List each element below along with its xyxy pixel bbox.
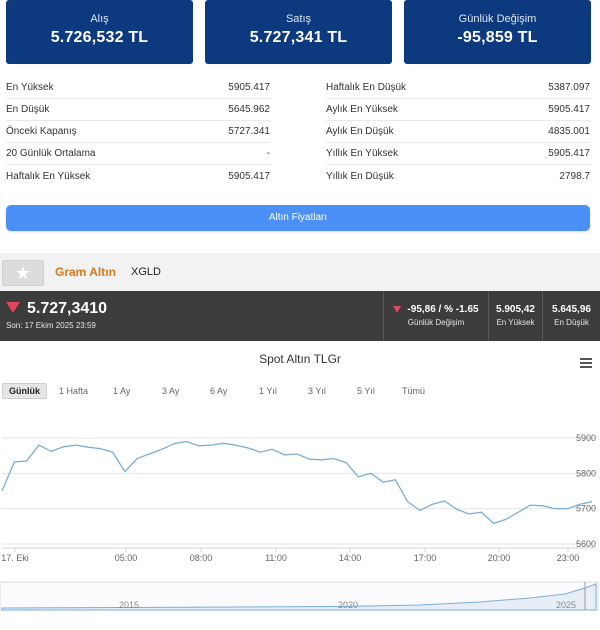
quote-bar: 5.727,3410 Son: 17 Ekim 2025 23:59 -95,8… bbox=[0, 291, 600, 341]
favorite-button[interactable]: ★ bbox=[2, 260, 44, 286]
stat-label: Aylık En Düşük bbox=[326, 126, 394, 137]
stat-row: Yıllık En Yüksek 5905.417 bbox=[326, 143, 590, 165]
range-3-month-button[interactable]: 3 Ay bbox=[162, 386, 180, 396]
stat-value: 5905.417 bbox=[548, 148, 590, 159]
stat-row: Aylık En Yüksek 5905.417 bbox=[326, 99, 590, 121]
y-tick-label: 5600 bbox=[576, 539, 596, 549]
daily-change-cell: -95,86 / % -1.65 Günlük Değişim bbox=[383, 291, 488, 341]
stat-label: En Yüksek bbox=[6, 82, 54, 93]
x-tick-label: 11:00 bbox=[265, 553, 287, 563]
stat-row: Haftalık En Yüksek 5905.417 bbox=[6, 165, 270, 187]
stat-value: 5387.097 bbox=[548, 82, 590, 93]
price-line-chart: 5900 5800 5700 5600 17. Eki 05:00 08:00 11:00 14… bbox=[1, 433, 596, 563]
sell-label: Satış bbox=[285, 13, 312, 25]
x-tick-label: 08:00 bbox=[190, 553, 213, 563]
range-all-button[interactable]: Tümü bbox=[402, 386, 426, 396]
price-cards: Alış 5.726,532 TL Satış 5.727,341 TL Gün… bbox=[6, 0, 592, 64]
stat-row: 20 Günlük Ortalama - bbox=[6, 143, 270, 165]
y-tick-label: 5700 bbox=[576, 504, 596, 514]
stat-label: Önceki Kapanış bbox=[6, 126, 77, 137]
navigator-area bbox=[1, 583, 597, 611]
day-high-label: En Yüksek bbox=[496, 318, 535, 327]
stats-right-column: Haftalık En Düşük 5387.097 Aylık En Yükse… bbox=[326, 77, 590, 187]
buy-label: Alış bbox=[90, 13, 109, 25]
chart-navigator[interactable]: 2015 2020 2025 bbox=[0, 580, 600, 616]
stats-table: En Yüksek 5905.417 En Düşük 5645.962 Öncek… bbox=[6, 77, 592, 189]
daily-change-card: Günlük Değişim -95,859 TL bbox=[404, 0, 591, 64]
range-1-week-button[interactable]: 1 Hafta bbox=[59, 386, 89, 396]
stat-value: 4835.001 bbox=[548, 126, 590, 137]
stat-label: 20 Günlük Ortalama bbox=[6, 148, 96, 159]
stat-label: En Düşük bbox=[6, 104, 50, 115]
navigator-year-label: 2020 bbox=[338, 600, 358, 610]
day-high-cell: 5.905,42 En Yüksek bbox=[488, 291, 542, 341]
stat-row: En Yüksek 5905.417 bbox=[6, 77, 270, 99]
star-icon: ★ bbox=[14, 263, 32, 283]
x-tick-label: 17:00 bbox=[414, 553, 437, 563]
stat-value: 5905.417 bbox=[228, 82, 270, 93]
y-tick-label: 5800 bbox=[576, 468, 596, 478]
range-1-year-button[interactable]: 1 Yıl bbox=[259, 386, 277, 396]
navigator-year-label: 2025 bbox=[556, 600, 576, 610]
x-tick-label: 14:00 bbox=[339, 553, 362, 563]
range-1-month-button[interactable]: 1 Ay bbox=[113, 386, 131, 396]
range-5-year-button[interactable]: 5 Yıl bbox=[357, 386, 375, 396]
instrument-header: ★ Gram Altın XGLD bbox=[0, 253, 600, 291]
last-update-time: Son: 17 Ekim 2025 23:59 bbox=[6, 321, 96, 330]
chart-title: Spot Altın TLGr bbox=[259, 352, 341, 366]
stat-row: Aylık En Düşük 4835.001 bbox=[326, 121, 590, 143]
day-low-value: 5.645,96 bbox=[552, 304, 591, 315]
stat-value: - bbox=[266, 148, 270, 159]
hamburger-menu-icon[interactable] bbox=[580, 358, 592, 368]
stat-value: 5905.417 bbox=[228, 170, 270, 182]
stat-label: Haftalık En Düşük bbox=[326, 82, 407, 93]
x-tick-label: 05:00 bbox=[115, 553, 138, 563]
buy-value: 5.726,532 TL bbox=[50, 29, 149, 46]
stat-row: Yıllık En Düşük 2798.7 bbox=[326, 165, 590, 187]
daily-change-value: -95,859 TL bbox=[457, 29, 538, 46]
stat-label: Aylık En Yüksek bbox=[326, 104, 398, 115]
sell-price-card: Satış 5.727,341 TL bbox=[205, 0, 392, 64]
gold-prices-button[interactable]: Altın Fiyatları bbox=[6, 205, 590, 231]
stat-value: 5645.962 bbox=[228, 104, 270, 115]
range-daily-button[interactable]: Günlük bbox=[2, 383, 47, 399]
day-low-label: En Düşük bbox=[554, 318, 589, 327]
x-tick-label: 17. Eki bbox=[1, 553, 29, 563]
navigator-frame bbox=[0, 581, 599, 611]
daily-change-label: Günlük Değişim bbox=[458, 13, 537, 25]
stat-value: 2798.7 bbox=[559, 170, 590, 182]
stat-value: 5905.417 bbox=[548, 104, 590, 115]
down-arrow-icon bbox=[6, 302, 20, 313]
daily-change-value: -95,86 / % -1.65 bbox=[407, 304, 479, 315]
navigator-year-label: 2015 bbox=[119, 600, 139, 610]
stat-row: Önceki Kapanış 5727.341 bbox=[6, 121, 270, 143]
y-tick-label: 5900 bbox=[576, 433, 596, 443]
stat-row: Haftalık En Düşük 5387.097 bbox=[326, 77, 590, 99]
stat-row: En Düşük 5645.962 bbox=[6, 99, 270, 121]
x-tick-label: 20:00 bbox=[488, 553, 511, 563]
range-3-year-button[interactable]: 3 Yıl bbox=[308, 386, 326, 396]
instrument-name: Gram Altın bbox=[55, 265, 116, 279]
down-triangle-icon bbox=[393, 305, 402, 313]
price-series-line bbox=[1, 440, 593, 525]
stat-label: Yıllık En Düşük bbox=[326, 170, 394, 182]
last-price: 5.727,3410 bbox=[27, 300, 108, 317]
stat-label: Haftalık En Yüksek bbox=[6, 170, 91, 182]
day-high-value: 5.905,42 bbox=[496, 304, 535, 315]
stats-left-column: En Yüksek 5905.417 En Düşük 5645.962 Öncek… bbox=[6, 77, 270, 187]
sell-value: 5.727,341 TL bbox=[249, 29, 348, 46]
daily-change-label: Günlük Değişim bbox=[407, 318, 465, 327]
stat-value: 5727.341 bbox=[228, 126, 270, 137]
instrument-code: XGLD bbox=[131, 266, 161, 278]
stat-label: Yıllık En Yüksek bbox=[326, 148, 399, 159]
x-tick-label: 23:00 bbox=[557, 553, 580, 563]
range-6-month-button[interactable]: 6 Ay bbox=[210, 386, 228, 396]
day-low-cell: 5.645,96 En Düşük bbox=[542, 291, 600, 341]
buy-price-card: Alış 5.726,532 TL bbox=[6, 0, 193, 64]
